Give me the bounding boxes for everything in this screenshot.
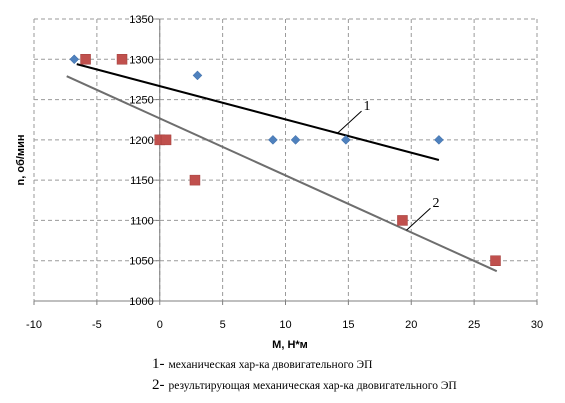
x-tick-label: 5	[220, 319, 226, 331]
trend-line-2	[66, 75, 498, 273]
legend-item-1-text: механическая хар-ка двовигательного ЭП	[168, 359, 373, 371]
series-2-point	[80, 54, 91, 65]
y-tick-label: 1150	[130, 175, 154, 187]
legend-item-1-number: 1-	[152, 356, 165, 372]
y-tick-label: 1350	[129, 14, 153, 26]
y-tick-label: 1000	[129, 296, 153, 308]
trend-line-1-label: 1	[364, 99, 371, 114]
series-2-point	[490, 255, 501, 266]
series-2-point	[160, 134, 172, 146]
data-points	[69, 54, 501, 266]
y-tick-label: 1200	[129, 135, 153, 147]
x-tick-label: 30	[531, 319, 543, 331]
series-1-point	[341, 135, 351, 145]
y-tick-label: 1050	[129, 256, 153, 268]
legend-item-2-text: результирующая механическая хар-ка двови…	[168, 380, 457, 392]
x-axis-label: M, H*м	[272, 339, 308, 351]
trend-line-2-leader	[406, 207, 431, 231]
trend-line-1-leader	[337, 110, 362, 134]
y-tick-label: 1250	[129, 95, 153, 107]
y-axis-label: n, об/мин	[15, 135, 27, 186]
y-tick-label: 1300	[129, 54, 153, 66]
y-tick-labels: 1000 1050 1100 1150 1200 1250 1300 1350	[129, 14, 153, 308]
series-1-point	[69, 54, 80, 65]
trend-lines: 12	[66, 63, 498, 273]
x-tick-label: 0	[157, 319, 163, 331]
series-2-point	[189, 174, 201, 186]
y-tick-label: 1100	[130, 215, 154, 227]
x-tick-label: 25	[468, 319, 480, 331]
series-1-point	[290, 135, 301, 145]
x-tick-label: 10	[279, 319, 291, 331]
legend-item-2-number: 2-	[152, 377, 165, 393]
trend-line-2-label: 2	[432, 196, 439, 211]
x-tick-label: 20	[405, 319, 417, 331]
series-1-point	[268, 135, 278, 145]
x-tick-label: -5	[92, 319, 102, 331]
x-tick-label: -10	[26, 319, 42, 331]
legend-item-1: 1- механическая хар-ка двовигательного Э…	[152, 355, 372, 373]
series-2-point	[116, 54, 128, 65]
series-1-point	[434, 135, 444, 145]
series-1-point	[192, 70, 203, 81]
x-tick-label: 15	[342, 319, 354, 331]
trend-line-1	[76, 63, 440, 161]
x-tick-labels: -10 -5 0 5 10 15 20 25 30	[26, 319, 543, 331]
series-2-point	[397, 215, 408, 226]
chart-svg: -10 -5 0 5 10 15 20 25 30 1000105011001150120012…	[15, 14, 543, 351]
legend-item-2: 2- результирующая механическая хар-ка дв…	[152, 376, 457, 394]
